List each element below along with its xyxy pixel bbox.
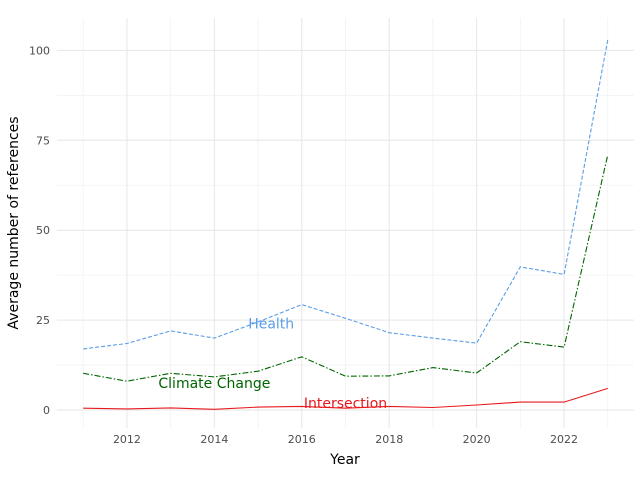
x-tick-label: 2022: [550, 433, 578, 446]
x-tick-label: 2018: [375, 433, 403, 446]
y-tick-label: 25: [36, 314, 50, 327]
y-tick-label: 100: [29, 44, 50, 57]
series-line-climate-change: [83, 154, 609, 382]
series-label-health: Health: [248, 317, 294, 333]
y-tick-labels: 0 25 50 75 100: [29, 44, 50, 417]
series-line-health: [83, 39, 609, 350]
y-axis-title: Average number of references: [6, 116, 22, 329]
series-label-climate-change: Climate Change: [158, 376, 270, 392]
series-label-intersection: Intersection: [304, 396, 387, 412]
x-tick-label: 2014: [200, 433, 228, 446]
series-line-intersection: [83, 387, 608, 410]
y-tick-label: 50: [36, 224, 50, 237]
series-labels: Health Climate Change Intersection: [158, 317, 387, 412]
x-tick-label: 2020: [463, 433, 491, 446]
x-axis-title: Year: [329, 452, 360, 468]
minor-gridlines: [57, 18, 634, 428]
y-tick-label: 0: [43, 404, 50, 417]
y-tick-label: 75: [36, 134, 50, 147]
major-gridlines: [57, 18, 634, 428]
x-tick-label: 2016: [288, 433, 316, 446]
x-tick-label: 2012: [113, 433, 141, 446]
x-tick-labels: 2012 2014 2016 2018 2020 2022: [113, 433, 578, 446]
series-lines: [83, 39, 609, 410]
